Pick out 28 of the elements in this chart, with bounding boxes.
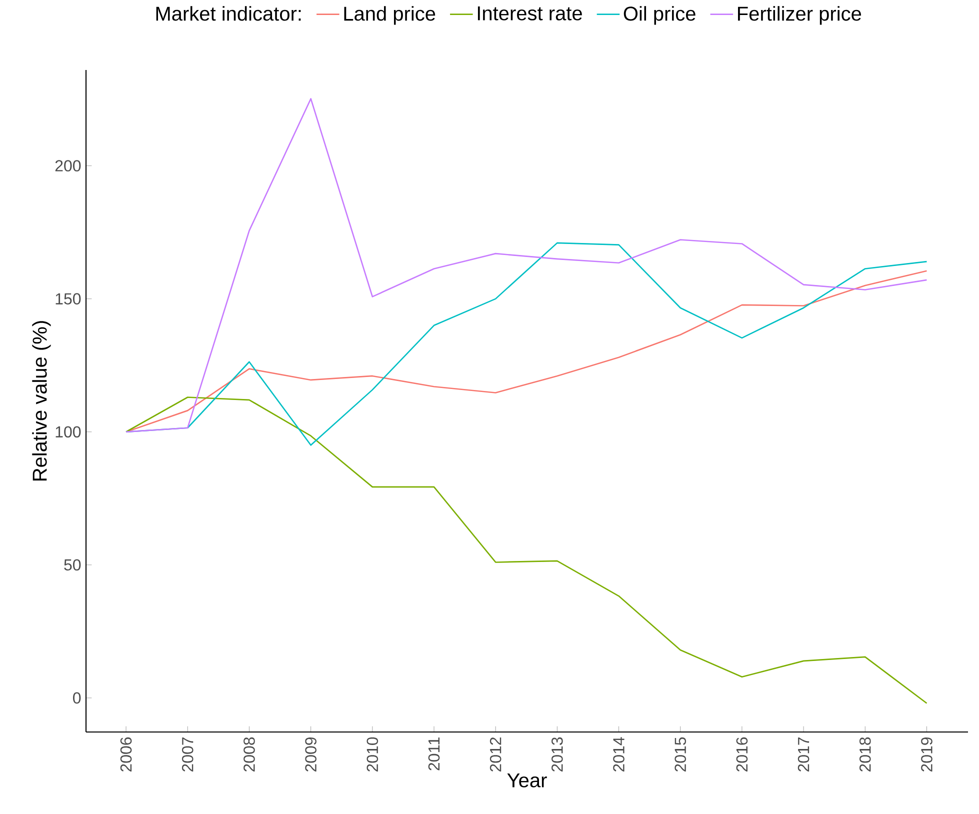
x-tick-label: 2019	[921, 737, 932, 772]
x-axis-title: Year	[507, 773, 547, 788]
x-tick-label: 2015	[674, 737, 686, 772]
x-tick-label: 2016	[736, 737, 748, 772]
line-series	[125, 396, 928, 704]
x-tick-label: 2009	[305, 737, 316, 772]
legend-label: Land price	[344, 6, 436, 25]
x-tick-label: 2011	[428, 737, 440, 770]
legend-label: Fertilizer price	[738, 6, 862, 25]
y-tick-label: 0	[73, 692, 81, 704]
x-tick-label: 2008	[244, 737, 255, 772]
line-series	[125, 98, 928, 433]
y-tick-label: 200	[55, 160, 81, 172]
x-tick-label: 2017	[798, 738, 810, 772]
legend-label: Oil price	[624, 6, 696, 25]
y-tick-label: 150	[56, 293, 81, 304]
x-tick-label: 2018	[859, 737, 871, 772]
legend-label: Interest rate	[478, 6, 582, 20]
legend-title: Market indicator:	[156, 6, 301, 21]
x-tick-label: 2012	[490, 738, 502, 772]
x-tick-label: 2006	[120, 737, 132, 772]
y-axis-title: Relative value (%)	[32, 321, 51, 480]
y-tick-label: 50	[64, 559, 81, 571]
x-tick-label: 2013	[552, 737, 563, 772]
x-tick-label: 2007	[182, 738, 194, 772]
y-tick-label: 100	[56, 426, 81, 438]
x-tick-label: 2010	[366, 737, 378, 772]
x-tick-label: 2014	[613, 737, 624, 772]
